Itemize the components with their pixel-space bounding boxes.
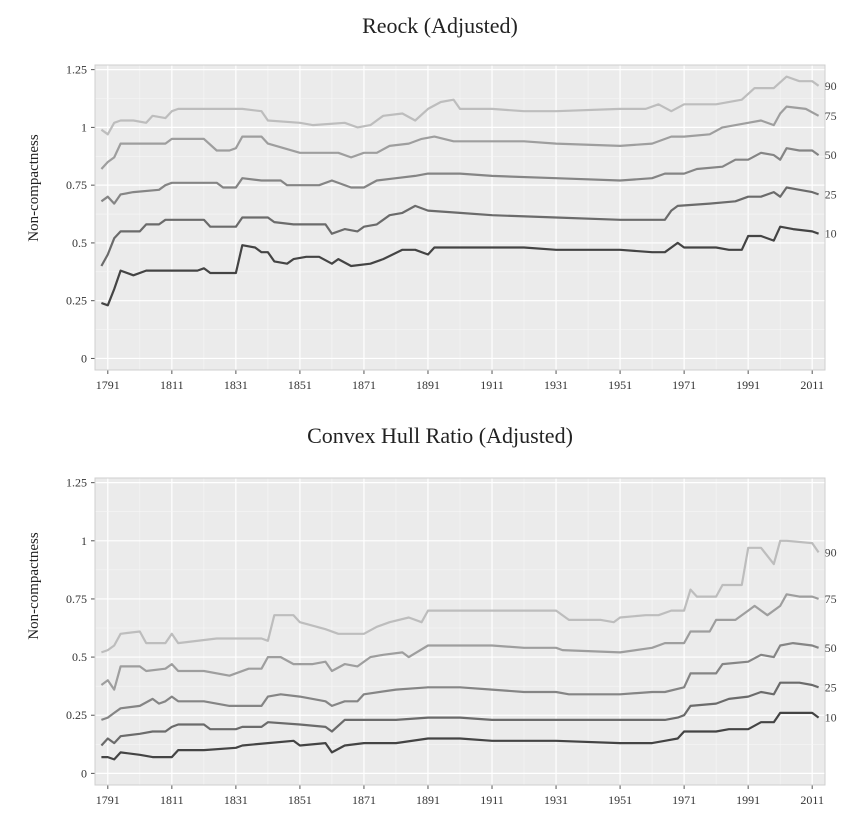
series-label-10: 10 (825, 227, 837, 241)
y-tick-label: 0.5 (72, 650, 87, 664)
y-tick-label: 0.5 (72, 236, 87, 250)
series-label-25: 25 (825, 680, 837, 694)
series-label-10: 10 (825, 711, 837, 725)
y-tick-label: 0 (81, 351, 87, 365)
x-tick-label: 1971 (672, 793, 696, 807)
y-tick-label: 0.75 (66, 592, 87, 606)
y-axis-label-reock: Non-compactness (26, 134, 42, 242)
y-tick-label: 0.25 (66, 294, 87, 308)
chart-convex-hull: Convex Hull Ratio (Adjusted) Non-compact… (26, 423, 837, 807)
y-axis: 0 0.25 0.5 0.75 1 1.25 (66, 63, 95, 366)
x-tick-label: 1871 (352, 378, 376, 392)
y-tick-label: 1.25 (66, 476, 87, 490)
x-tick-label: 1831 (224, 378, 248, 392)
series-label-90: 90 (825, 79, 837, 93)
x-tick-label: 1811 (160, 793, 184, 807)
chart-title-reock: Reock (Adjusted) (362, 13, 518, 38)
x-tick-label: 1951 (608, 378, 632, 392)
x-tick-label: 1991 (736, 378, 760, 392)
x-tick-label: 1791 (96, 793, 120, 807)
y-tick-label: 1.25 (66, 63, 87, 77)
x-tick-label: 1851 (288, 378, 312, 392)
y-axis-label-convex-hull: Non-compactness (26, 532, 42, 640)
x-tick-label: 2011 (800, 378, 824, 392)
x-tick-label: 1951 (608, 793, 632, 807)
x-tick-label: 1891 (416, 378, 440, 392)
series-label-75: 75 (825, 109, 837, 123)
y-tick-label: 0 (81, 766, 87, 780)
series-label-75: 75 (825, 592, 837, 606)
x-axis: 1791 1811 1831 1851 1871 1891 1911 1931 1951 1971… (96, 785, 824, 807)
y-tick-label: 1 (81, 534, 87, 548)
y-tick-label: 1 (81, 120, 87, 134)
x-tick-label: 1851 (288, 793, 312, 807)
x-tick-label: 1871 (352, 793, 376, 807)
y-tick-label: 0.75 (66, 178, 87, 192)
series-label-50: 50 (825, 148, 837, 162)
x-tick-label: 1971 (672, 378, 696, 392)
chart-title-convex-hull: Convex Hull Ratio (Adjusted) (307, 423, 573, 448)
chart-reock: Reock (Adjusted) Non-compactness 90 75 50 2… (26, 13, 837, 392)
y-axis: 0 0.25 0.5 0.75 1 1.25 (66, 476, 95, 781)
x-tick-label: 2011 (800, 793, 824, 807)
x-tick-label: 1911 (480, 378, 504, 392)
x-tick-label: 1891 (416, 793, 440, 807)
series-label-50: 50 (825, 641, 837, 655)
x-tick-label: 1811 (160, 378, 184, 392)
x-tick-label: 1931 (544, 793, 568, 807)
series-label-25: 25 (825, 187, 837, 201)
x-tick-label: 1791 (96, 378, 120, 392)
x-axis: 1791 1811 1831 1851 1871 1891 1911 1931 1951 1971… (96, 370, 824, 392)
series-label-90: 90 (825, 545, 837, 559)
x-tick-label: 1911 (480, 793, 504, 807)
x-tick-label: 1831 (224, 793, 248, 807)
y-tick-label: 0.25 (66, 708, 87, 722)
x-tick-label: 1991 (736, 793, 760, 807)
x-tick-label: 1931 (544, 378, 568, 392)
